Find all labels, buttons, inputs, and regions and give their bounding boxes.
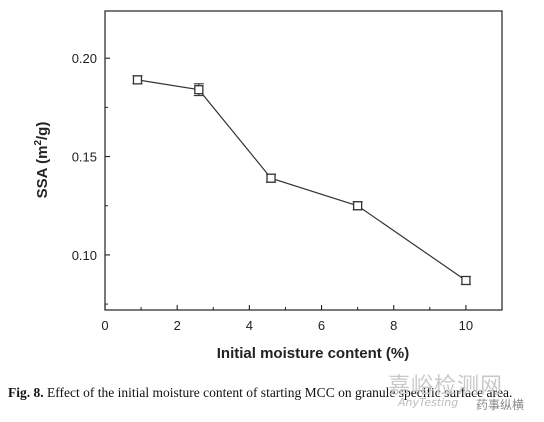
data-point <box>461 275 471 286</box>
x-tick-label: 0 <box>101 318 108 333</box>
y-tick-label: 0.20 <box>72 51 97 66</box>
y-axis: 0.10 0.15 0.20 <box>72 51 110 305</box>
line-chart: 0 2 4 6 8 10 0.10 0.15 0.20 Initial moisture co… <box>33 10 503 362</box>
x-tick-label: 6 <box>318 318 325 333</box>
y-axis-label: SSA (m2/g) <box>33 122 51 199</box>
data-point <box>194 85 204 95</box>
plot-frame <box>104 10 503 311</box>
x-tick-label: 8 <box>390 318 397 333</box>
x-axis-label: Initial moisture content (%) <box>217 345 410 362</box>
x-axis: 0 2 4 6 8 10 <box>101 305 473 333</box>
data-series <box>132 75 471 286</box>
y-tick-label: 0.10 <box>72 248 97 263</box>
watermark-main: 嘉峪检测网 <box>388 374 504 399</box>
data-point <box>266 173 276 183</box>
x-tick-label: 10 <box>459 318 473 333</box>
y-axis-label-end: /g) <box>34 122 51 140</box>
x-tick-label: 4 <box>246 318 253 333</box>
figure-caption: Fig. 8. Effect of the initial moisture c… <box>8 384 538 401</box>
y-axis-label-main: SSA (m <box>34 146 51 199</box>
series-line <box>137 79 467 281</box>
data-point <box>352 201 363 211</box>
caption-text: Effect of the initial moisture content o… <box>43 385 513 400</box>
data-point <box>132 75 143 85</box>
watermark-wechat: 药事纵横 <box>476 398 525 412</box>
watermark-sub: AnyTesting <box>398 396 459 409</box>
x-tick-label: 2 <box>174 318 181 333</box>
caption-label: Fig. 8. <box>8 385 44 400</box>
y-tick-label: 0.15 <box>72 150 97 165</box>
y-axis-label-sup: 2 <box>33 140 44 146</box>
